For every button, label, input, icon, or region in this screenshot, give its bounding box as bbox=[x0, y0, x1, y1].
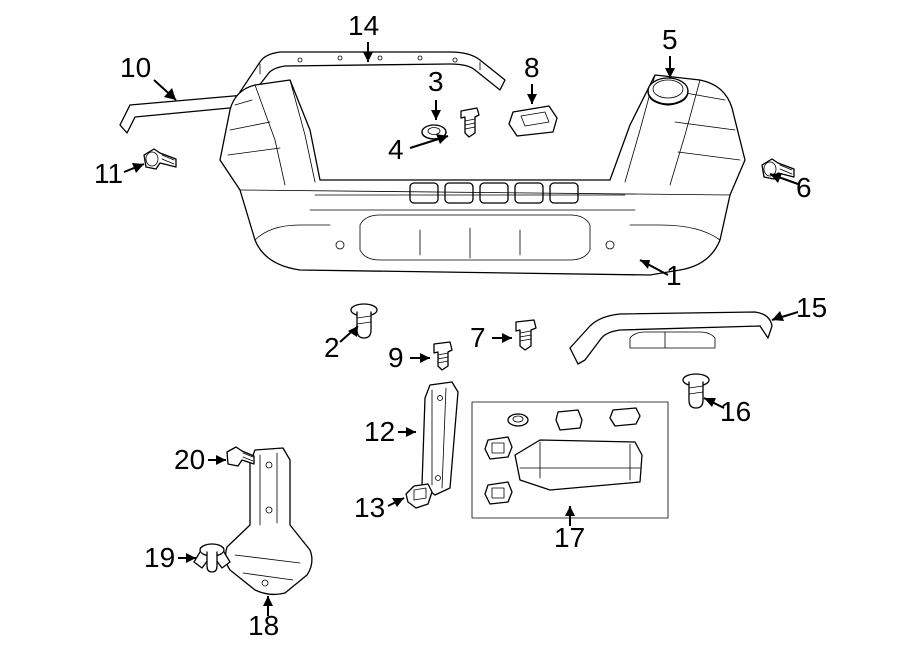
callout-17: 17 bbox=[554, 522, 585, 554]
callout-1: 1 bbox=[666, 260, 682, 292]
callout-6: 6 bbox=[796, 172, 812, 204]
callout-18: 18 bbox=[248, 610, 279, 642]
callout-5: 5 bbox=[662, 24, 678, 56]
parts-diagram: 1 2 3 4 5 6 7 8 9 10 11 12 13 14 15 16 1… bbox=[0, 0, 900, 661]
callout-2: 2 bbox=[324, 332, 340, 364]
callout-13: 13 bbox=[354, 492, 385, 524]
callout-19: 19 bbox=[144, 542, 175, 574]
callout-10: 10 bbox=[120, 52, 151, 84]
callout-16: 16 bbox=[720, 396, 751, 428]
callout-9: 9 bbox=[388, 342, 404, 374]
callout-14: 14 bbox=[348, 10, 379, 42]
callout-7: 7 bbox=[470, 322, 486, 354]
callout-arrows bbox=[0, 0, 900, 661]
callout-12: 12 bbox=[364, 416, 395, 448]
callout-15: 15 bbox=[796, 292, 827, 324]
callout-11: 11 bbox=[94, 158, 123, 190]
callout-3: 3 bbox=[428, 66, 444, 98]
callout-4: 4 bbox=[388, 134, 404, 166]
callout-8: 8 bbox=[524, 52, 540, 84]
callout-20: 20 bbox=[174, 444, 205, 476]
